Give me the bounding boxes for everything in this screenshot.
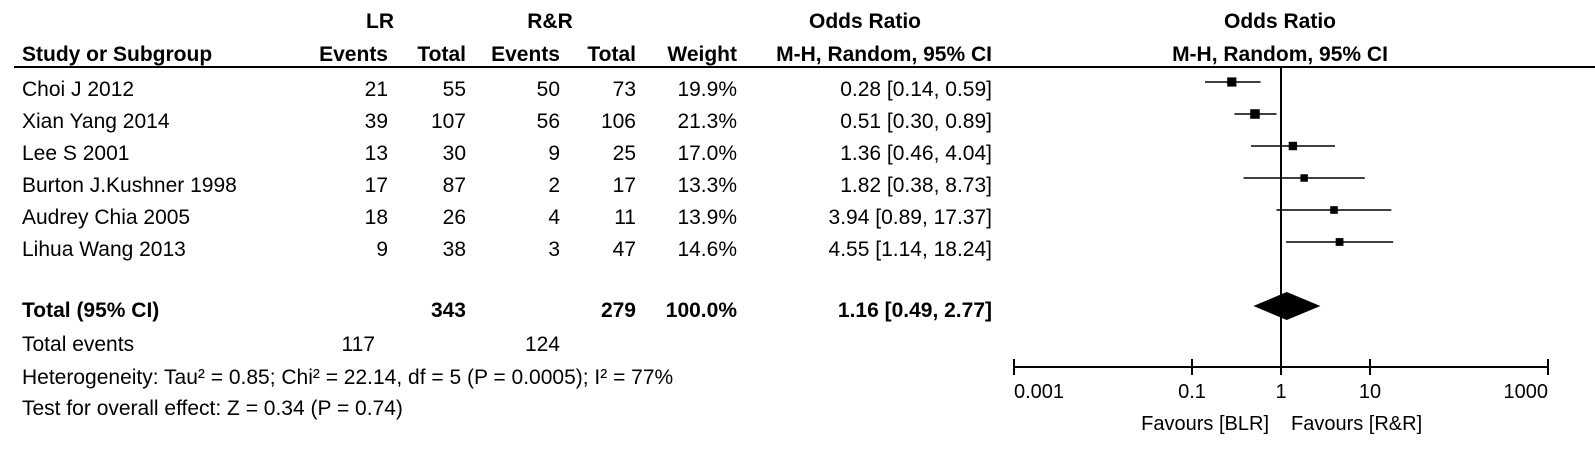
study-point: [1227, 77, 1237, 87]
or-method-header: M-H, Random, 95% CI: [776, 43, 992, 66]
group2-grand-total: 279: [600, 299, 636, 322]
group1-events: 17: [364, 174, 388, 197]
study-name: Lihua Wang 2013: [22, 238, 186, 261]
group1-events-header: Events: [319, 43, 388, 66]
group1-header: LR: [366, 10, 394, 33]
study-or-ci: 1.82 [0.38, 8.73]: [840, 174, 992, 197]
study-weight: 17.0%: [677, 142, 737, 165]
study-or-ci: 1.36 [0.46, 4.04]: [840, 142, 992, 165]
overall-effect-text: Test for overall effect: Z = 0.34 (P = 0…: [22, 397, 403, 420]
x-tick-label: 10: [1359, 381, 1381, 403]
total-weight: 100.0%: [665, 299, 737, 322]
group1-total: 38: [442, 238, 466, 261]
group1-total-header: Total: [417, 43, 466, 66]
group1-grand-total: 343: [430, 299, 466, 322]
study-or-ci: 4.55 [1.14, 18.24]: [828, 238, 992, 261]
total-events-label: Total events: [22, 333, 135, 356]
study-point: [1288, 141, 1298, 151]
group2-total: 73: [612, 78, 636, 101]
header-rule: [14, 66, 1595, 68]
group2-total: 106: [600, 110, 636, 133]
x-tick-label: 1000: [1504, 381, 1549, 403]
group2-events-header: Events: [491, 43, 560, 66]
group2-total: 47: [612, 238, 636, 261]
group2-total: 11: [614, 206, 636, 229]
x-tick-label: 0.1: [1178, 381, 1206, 403]
group1-total: 26: [442, 206, 466, 229]
favours-left-label: Favours [BLR]: [1141, 413, 1269, 435]
favours-right-label: Favours [R&R]: [1291, 413, 1422, 435]
or-title-header: Odds Ratio: [808, 10, 921, 33]
group2-total: 17: [612, 174, 636, 197]
plot-method-header: M-H, Random, 95% CI: [1172, 43, 1388, 66]
plot-title-header: Odds Ratio: [1223, 10, 1336, 33]
study-weight: 13.9%: [677, 206, 737, 229]
study-name: Choi J 2012: [22, 78, 135, 101]
group1-total: 107: [430, 110, 466, 133]
group1-total-events: 117: [341, 333, 375, 356]
study-weight: 21.3%: [677, 110, 737, 133]
group1-events: 13: [364, 142, 388, 165]
group1-events: 39: [364, 110, 388, 133]
study-column-header: Study or Subgroup: [22, 43, 213, 66]
total-or-ci: 1.16 [0.49, 2.77]: [837, 299, 992, 322]
study-point: [1335, 238, 1344, 246]
group1-total: 87: [442, 174, 466, 197]
study-point: [1250, 109, 1260, 119]
group2-events: 50: [536, 78, 560, 101]
heterogeneity-text: Heterogeneity: Tau² = 0.85; Chi² = 22.14…: [22, 366, 674, 389]
group2-events: 2: [548, 174, 560, 197]
weight-header: Weight: [667, 43, 737, 66]
group1-events: 9: [376, 238, 388, 261]
x-tick-label: 1: [1275, 381, 1286, 403]
study-point: [1330, 206, 1338, 214]
group1-total: 30: [442, 142, 466, 165]
study-or-ci: 0.51 [0.30, 0.89]: [840, 110, 992, 133]
group2-header: R&R: [527, 10, 573, 33]
study-or-ci: 3.94 [0.89, 17.37]: [828, 206, 992, 229]
study-point: [1300, 174, 1308, 182]
x-tick-label: 0.001: [1014, 381, 1064, 403]
group2-events: 9: [548, 142, 560, 165]
study-name: Burton J.Kushner 1998: [22, 174, 237, 197]
study-name: Audrey Chia 2005: [22, 206, 191, 229]
study-name: Lee S 2001: [22, 142, 130, 165]
study-name: Xian Yang 2014: [22, 110, 170, 133]
study-weight: 19.9%: [677, 78, 737, 101]
group2-events: 4: [548, 206, 560, 229]
group1-events: 18: [364, 206, 388, 229]
group1-total: 55: [442, 78, 466, 101]
group2-total: 25: [612, 142, 636, 165]
group2-total-events: 124: [524, 333, 560, 356]
group2-events: 56: [536, 110, 560, 133]
total-label: Total (95% CI): [22, 299, 160, 322]
study-weight: 13.3%: [677, 174, 737, 197]
pooled-diamond: [1253, 292, 1321, 320]
group1-events: 21: [364, 78, 388, 101]
group2-events: 3: [548, 238, 560, 261]
group2-total-header: Total: [587, 43, 636, 66]
study-weight: 14.6%: [677, 238, 737, 261]
study-or-ci: 0.28 [0.14, 0.59]: [840, 78, 992, 101]
